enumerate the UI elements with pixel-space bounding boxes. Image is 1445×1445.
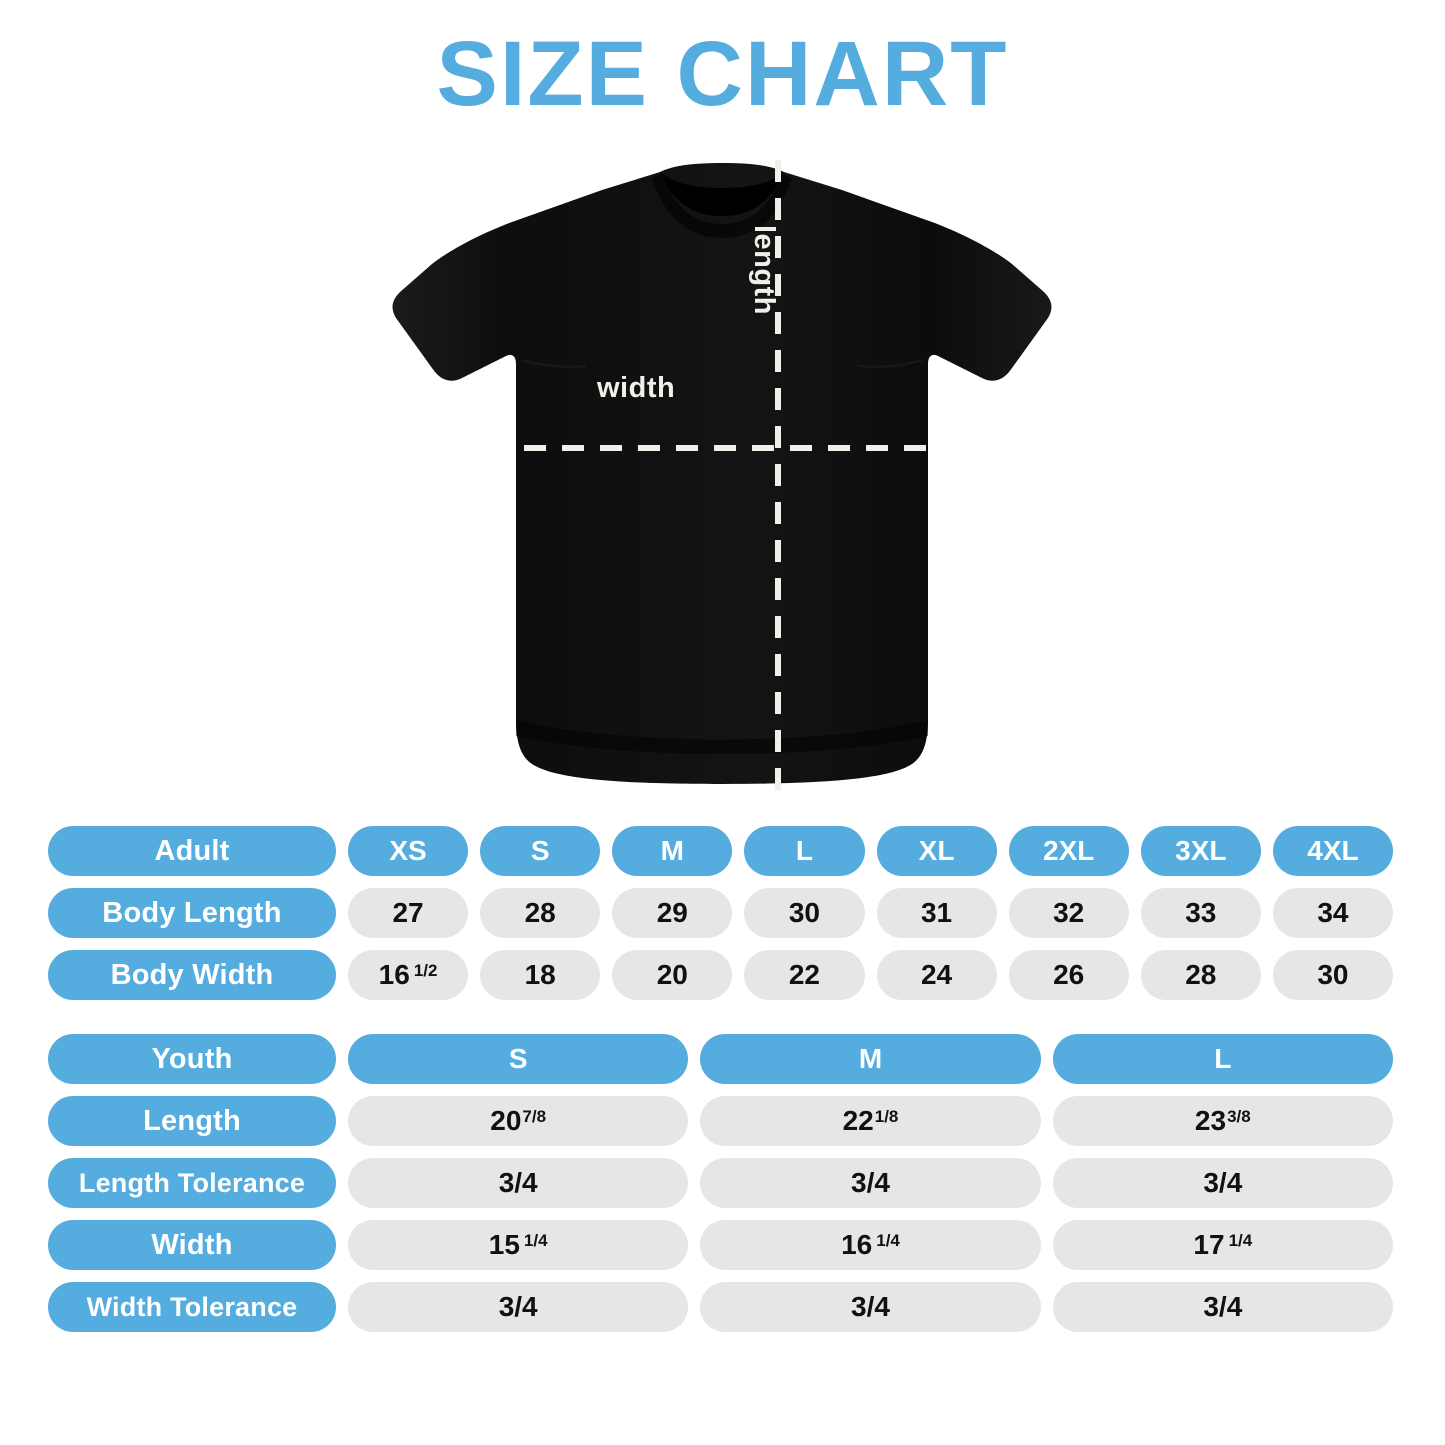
youth-row-label-length: Length <box>48 1096 336 1146</box>
value-cell: 3/4 <box>348 1158 689 1208</box>
youth-header-row: Youth S M L <box>48 1034 1393 1084</box>
youth-row-label-length-tolerance: Length Tolerance <box>48 1158 336 1208</box>
fraction: 1/4 <box>876 1230 900 1250</box>
hem-shadow <box>516 720 928 754</box>
value-cell: 15 1/4 <box>348 1220 689 1270</box>
adult-size-table: Adult XS S M L XL 2XL 3XL 4XL Body Length 27 28 29 30… <box>48 826 1393 1000</box>
adult-corner-label: Adult <box>48 826 336 876</box>
value-cell: 3/4 <box>1052 1282 1393 1332</box>
youth-size-table: Youth S M L Length 20 7/8 22 1/8 23 3/8 Length Tole… <box>48 1034 1393 1332</box>
table-row: Width 15 1/4 16 1/4 17 1/4 <box>48 1220 1393 1270</box>
tshirt-graphic <box>392 160 1052 805</box>
value-cell: 18 <box>480 950 601 1000</box>
value-cell: 17 1/4 <box>1052 1220 1393 1270</box>
table-row: Body Width 16 1/2 18 20 22 24 26 28 30 <box>48 950 1393 1000</box>
youth-column-header-m: M <box>700 1034 1041 1084</box>
value-cell: 22 1/8 <box>700 1096 1041 1146</box>
adult-column-header-l: L <box>744 826 865 876</box>
fraction: 3/8 <box>1227 1106 1251 1126</box>
left-sleeve-seam <box>521 359 587 368</box>
value-cell: 30 <box>1272 950 1393 1000</box>
shirt-body <box>392 163 1052 784</box>
value-cell: 16 1/2 <box>348 950 469 1000</box>
value-cell: 22 <box>744 950 865 1000</box>
adult-header-row: Adult XS S M L XL 2XL 3XL 4XL <box>48 826 1393 876</box>
value-cell: 28 <box>1140 950 1261 1000</box>
value-cell: 3/4 <box>1052 1158 1393 1208</box>
tshirt-illustration: width length <box>372 160 1072 805</box>
width-label: width <box>597 372 676 404</box>
collar-edge <box>652 174 792 238</box>
adult-column-header-4xl: 4XL <box>1272 826 1393 876</box>
fraction: 1/8 <box>874 1106 899 1126</box>
value-cell: 27 <box>348 888 469 938</box>
table-row: Body Length 27 28 29 30 31 32 33 34 <box>48 888 1393 938</box>
value-cell: 20 7/8 <box>348 1096 689 1146</box>
value-cell: 32 <box>1008 888 1129 938</box>
adult-column-header-3xl: 3XL <box>1140 826 1261 876</box>
value-cell: 29 <box>612 888 733 938</box>
value-cell: 16 1/4 <box>700 1220 1041 1270</box>
value-cell: 33 <box>1140 888 1261 938</box>
value-cell: 20 <box>612 950 733 1000</box>
table-row: Width Tolerance 3/4 3/4 3/4 <box>48 1282 1393 1332</box>
collar-ribbing <box>660 172 784 216</box>
fraction: 1/4 <box>1228 1230 1253 1250</box>
youth-corner-label: Youth <box>48 1034 336 1084</box>
youth-column-header-l: L <box>1052 1034 1393 1084</box>
page-title: SIZE CHART <box>436 23 1009 125</box>
value-cell: 23 3/8 <box>1052 1096 1393 1146</box>
adult-column-header-xs: XS <box>348 826 469 876</box>
value-cell: 3/4 <box>700 1158 1041 1208</box>
value-cell: 34 <box>1272 888 1393 938</box>
value-cell: 28 <box>480 888 601 938</box>
adult-column-header-2xl: 2XL <box>1008 826 1129 876</box>
adult-row-label-body-width: Body Width <box>48 950 336 1000</box>
adult-column-header-xl: XL <box>876 826 997 876</box>
value-cell: 26 <box>1008 950 1129 1000</box>
value-cell: 24 <box>876 950 997 1000</box>
youth-column-header-s: S <box>348 1034 689 1084</box>
size-tables: Adult XS S M L XL 2XL 3XL 4XL Body Length 27 28 29 30… <box>48 826 1393 1332</box>
value-cell: 3/4 <box>700 1282 1041 1332</box>
fraction: 7/8 <box>522 1106 547 1126</box>
value-cell: 3/4 <box>348 1282 689 1332</box>
youth-row-label-width-tolerance: Width Tolerance <box>48 1282 336 1332</box>
right-sleeve-seam <box>857 359 923 368</box>
value-cell: 30 <box>744 888 865 938</box>
youth-row-label-width: Width <box>48 1220 336 1270</box>
length-label: length <box>748 225 780 315</box>
value-cell: 31 <box>876 888 997 938</box>
fraction: 1/4 <box>523 1230 548 1250</box>
table-row: Length 20 7/8 22 1/8 23 3/8 <box>48 1096 1393 1146</box>
adult-column-header-s: S <box>480 826 601 876</box>
adult-column-header-m: M <box>612 826 733 876</box>
table-row: Length Tolerance 3/4 3/4 3/4 <box>48 1158 1393 1208</box>
adult-row-label-body-length: Body Length <box>48 888 336 938</box>
fraction: 1/2 <box>413 960 438 980</box>
